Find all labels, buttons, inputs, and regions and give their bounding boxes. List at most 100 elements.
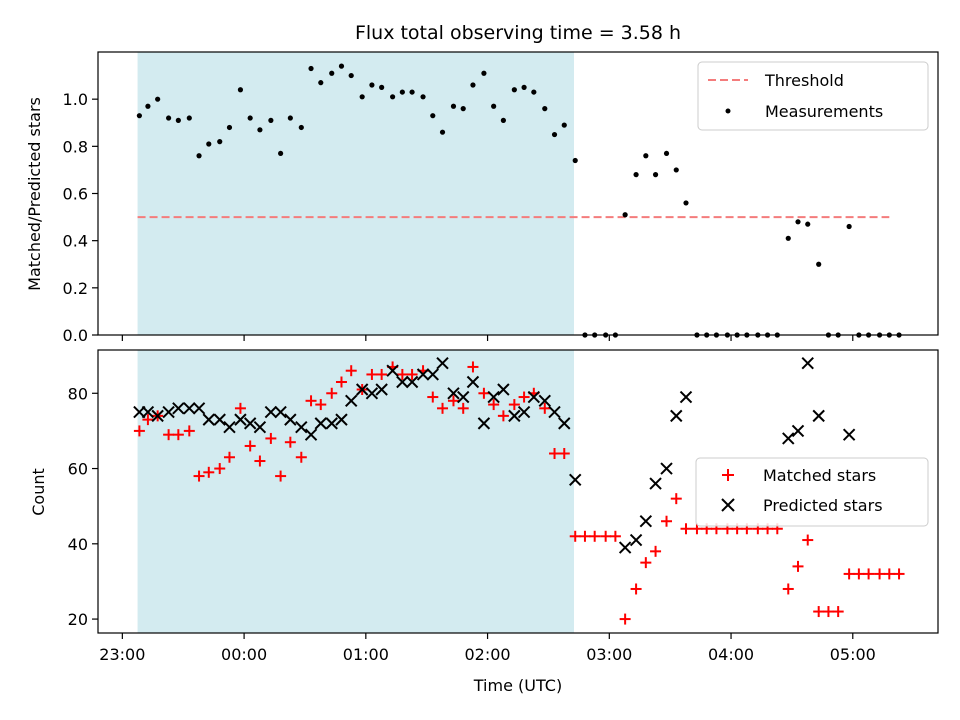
measurement-point [226,124,233,131]
measurement-point [542,106,548,112]
matched-star-point [782,583,794,595]
matched-star-point [193,470,205,482]
y-tick-label: 1.0 [63,90,88,109]
predicted-star-point [670,409,683,423]
matched-star-point [254,455,266,467]
measurement-point [439,129,446,135]
predicted-star-point [213,413,226,426]
matched-star-point [600,530,612,542]
predicted-star-point [639,515,653,528]
predicted-star-point [264,405,278,419]
matched-star-point [203,466,215,478]
predicted-star-point [295,420,308,434]
matched-star-point [447,395,459,407]
matched-star-point [457,402,469,414]
measurement-point [186,115,192,121]
matched-star-point [518,391,530,403]
y-tick-label: 60 [68,460,88,479]
x-tick-label: 00:00 [221,645,267,664]
measurement-point [399,89,405,95]
measurement-point [308,65,314,72]
y-tick-label: 40 [68,535,88,554]
predicted-star-point [517,405,531,419]
matched-star-point [133,425,145,437]
y-tick-label: 80 [68,384,88,403]
matched-star-point [163,429,175,441]
measurement-point [155,96,161,102]
top-y-axis-label: Matched/Predicted stars [25,97,44,291]
matched-star-point [863,568,875,580]
predicted-star-point [477,417,491,430]
predicted-star-point [812,409,825,423]
x-tick-label: 02:00 [465,645,511,664]
predicted-star-point [243,417,257,430]
predicted-stars-points [133,356,856,554]
predicted-star-point [223,420,236,434]
measurement-point [795,219,801,225]
matched-star-point [223,451,235,463]
predicted-star-point [253,420,267,434]
measurement-point [348,72,354,79]
predicted-star-point [365,387,379,400]
y-tick-label: 20 [68,610,88,629]
predicted-star-point [192,402,206,415]
matched-star-point [366,368,378,380]
predicted-star-point [325,417,338,430]
matched-star-point [619,613,631,625]
top-plot-frame [97,51,939,336]
measurement-point [329,70,335,76]
matched-legend-swatch [722,469,734,481]
measurement-point [663,150,670,157]
measurement-point [196,153,202,159]
threshold-legend-label: Threshold [764,71,844,90]
y-tick-label: 0.8 [63,137,88,156]
predicted-star-point [426,368,439,381]
measurement-point [643,153,649,159]
measurement-point [136,113,142,119]
predicted-star-point [660,462,673,475]
bottom-y-ticks: 20 40 60 80 [68,384,98,629]
matched-star-point [244,440,256,452]
measurement-points [136,63,902,338]
measurement-point [572,157,578,164]
matched-star-point [630,583,642,595]
predicted-star-point [527,390,541,404]
y-tick-label: 0.4 [63,232,88,251]
measurement-point [298,124,304,131]
measurement-point [166,115,172,121]
matched-star-point [874,568,886,580]
predicted-legend-swatch [721,498,735,512]
predicted-star-point [355,383,369,396]
y-tick-label: 0.2 [63,279,88,298]
top-x-ticks [121,335,854,341]
matched-star-point [579,530,591,542]
matched-star-point [326,387,338,399]
matched-star-point [376,368,388,380]
matched-star-point [478,387,490,399]
predicted-star-point [183,402,196,415]
matched-star-point [680,523,692,535]
matched-star-point [883,568,895,580]
matched-star-point [275,470,287,482]
measurement-point [278,150,284,157]
matched-star-point [345,365,357,377]
measurement-point [561,122,567,128]
predicted-star-point [447,387,460,400]
matched-legend-label: Matched stars [763,466,876,485]
measurement-point [673,167,679,173]
predicted-star-point [801,356,814,370]
predicted-star-point [508,409,521,423]
measurement-point [481,70,487,76]
measurement-point [206,141,212,147]
measurement-point [551,131,558,138]
measurement-point [450,103,457,109]
predicted-star-point [548,405,561,419]
measurement-point [338,63,345,69]
predicted-star-point [558,417,571,430]
y-tick-label: 0.0 [63,326,88,345]
matched-star-point [497,410,509,422]
measurement-point [816,261,822,267]
predicted-star-point [314,417,327,430]
matched-star-point [508,399,520,411]
bottom-y-axis-label: Count [29,468,48,516]
